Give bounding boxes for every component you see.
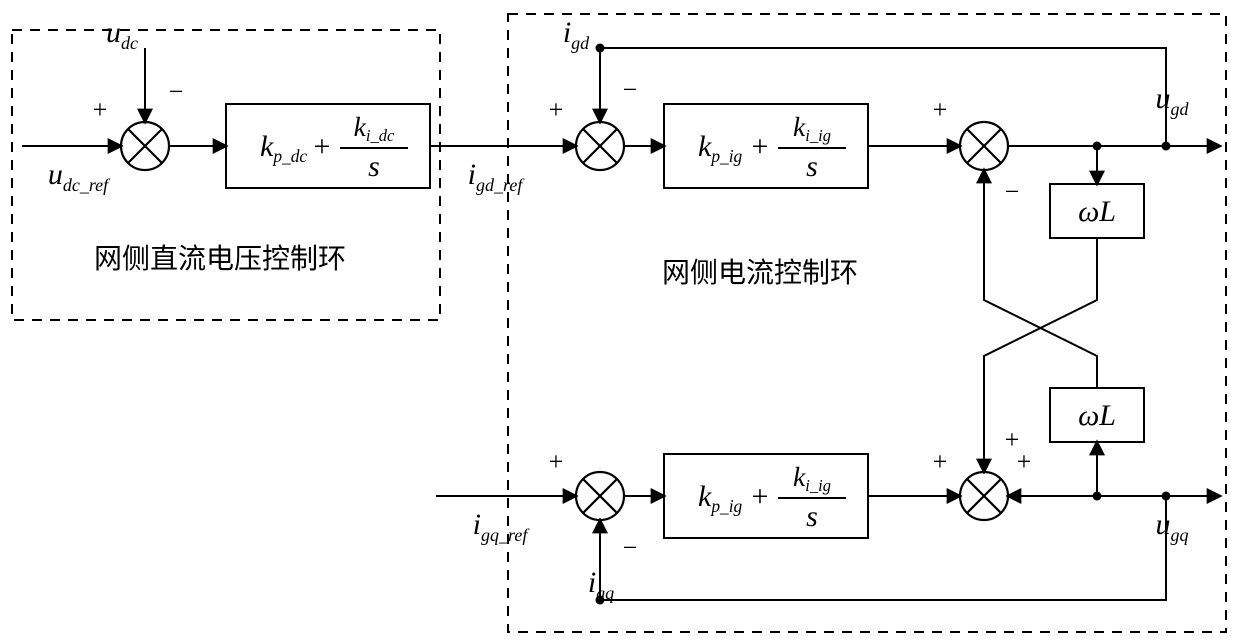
signal-u-gd: ugd [1156,82,1190,119]
sign-s3-left: + [549,447,564,476]
summer-s3 [576,472,624,520]
sign-s1-left: + [93,95,108,124]
sign-s2-top: − [623,75,638,104]
sign-s5-right: + [1017,447,1032,476]
signal-u-dc-ref: udc_ref [48,158,111,195]
svg-text:s: s [806,150,818,183]
summer-s1 [121,122,169,170]
wl-label: ωL [1078,195,1116,228]
summer-s2 [576,122,624,170]
summer-s5 [960,472,1008,520]
svg-text:+: + [752,480,769,513]
wl-label: ωL [1078,399,1116,432]
sign-s4-left: + [933,95,948,124]
svg-text:s: s [806,500,818,533]
sign-s3-bot: − [623,533,638,562]
junction-dot [1162,492,1171,501]
signal-i-gq-ref: igq_ref [473,508,531,545]
control-block-diagram: 网侧直流电压控制环网侧电流控制环kp_dc+ki_dcskp_ig+ki_igs… [0,0,1239,644]
caption-current-loop: 网侧电流控制环 [662,257,858,289]
sign-s1-top: − [169,77,184,106]
summer-s4 [960,122,1008,170]
signal-i-gd-ref: igd_ref [468,158,526,195]
junction-dot [1162,142,1171,151]
sign-s4-bot: − [1005,177,1020,206]
sign-s2-left: + [549,95,564,124]
signal-u-gq: ugq [1156,508,1189,545]
junction-dot [1093,142,1102,151]
caption-voltage-loop: 网侧直流电压控制环 [94,243,346,275]
junction-dot [596,596,605,605]
signal-u-dc: udc [106,16,138,53]
svg-text:s: s [368,150,380,183]
svg-text:+: + [752,130,769,163]
signal-i-gd: igd [563,16,590,53]
sign-s5-left: + [933,447,948,476]
junction-dot [596,44,605,53]
svg-text:+: + [314,130,331,163]
